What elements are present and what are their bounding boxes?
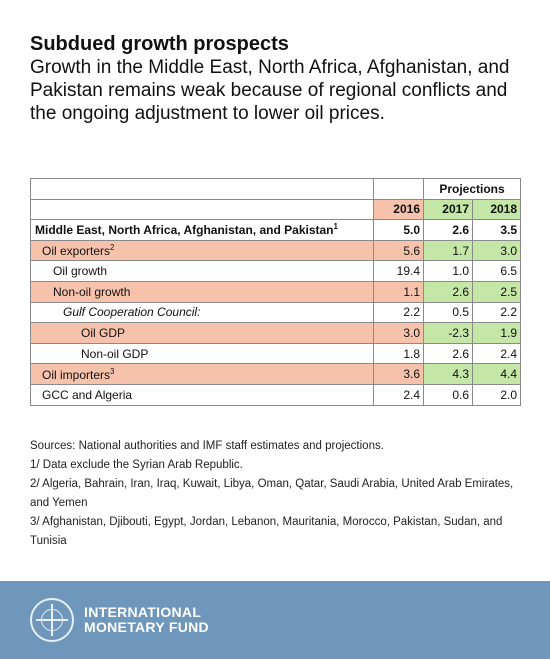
value-2016: 2.2 <box>373 301 424 324</box>
header: Subdued growth prospects Growth in the M… <box>30 32 530 125</box>
sources-note: Sources: National authorities and IMF st… <box>30 440 384 452</box>
footer: INTERNATIONAL MONETARY FUND <box>0 581 550 659</box>
row-label: Non-oil growth <box>30 280 374 303</box>
row-label: Middle East, North Africa, Afghanistan, … <box>30 219 374 241</box>
row-label: Non-oil GDP <box>30 342 374 365</box>
row-label: Gulf Cooperation Council: <box>30 301 374 324</box>
footnote-1: 1/ Data exclude the Syrian Arab Republic… <box>30 459 243 471</box>
value-2017: 4.3 <box>423 363 473 385</box>
year-row-empty-cell <box>30 198 374 221</box>
value-2018: 2.2 <box>471 301 522 324</box>
value-2017: 0.6 <box>423 383 473 406</box>
value-2016: 1.8 <box>373 342 424 365</box>
table-row: Middle East, North Africa, Afghanistan, … <box>30 219 522 241</box>
value-2016: 2.4 <box>373 383 424 406</box>
imf-seal-icon <box>30 598 74 642</box>
value-2018: 2.4 <box>471 342 522 365</box>
value-2018: 3.5 <box>471 219 522 241</box>
value-2016: 19.4 <box>373 260 424 282</box>
table-row: Oil growth 19.4 1.0 6.5 <box>30 260 522 282</box>
value-2016: 5.0 <box>373 219 424 241</box>
org-line-2: MONETARY FUND <box>84 619 209 635</box>
footnote-2: 2/ Algeria, Bahrain, Iran, Iraq, Kuwait,… <box>30 478 514 509</box>
year-row: 2016 2017 2018 <box>30 198 522 221</box>
table-row: GCC and Algeria 2.4 0.6 2.0 <box>30 383 522 406</box>
org-line-1: INTERNATIONAL <box>84 604 202 620</box>
year-2016: 2016 <box>373 198 424 221</box>
table-row: Oil GDP 3.0 -2.3 1.9 <box>30 322 522 344</box>
value-2017: 2.6 <box>423 280 473 303</box>
value-2017: 1.7 <box>423 239 473 262</box>
row-label: Oil growth <box>30 260 374 282</box>
value-2016: 3.6 <box>373 363 424 385</box>
value-2018: 6.5 <box>471 260 522 282</box>
table-row: Non-oil GDP 1.8 2.6 2.4 <box>30 342 522 365</box>
header-empty-cell <box>373 178 424 200</box>
value-2018: 1.9 <box>471 322 522 344</box>
imf-logo-text: INTERNATIONAL MONETARY FUND <box>84 605 209 635</box>
value-2016: 1.1 <box>373 280 424 303</box>
table-header-row: Projections <box>30 178 522 200</box>
value-2016: 3.0 <box>373 322 424 344</box>
value-2017: 0.5 <box>423 301 473 324</box>
page-subtitle: Growth in the Middle East, North Africa,… <box>30 57 510 124</box>
header-empty-cell <box>30 178 374 200</box>
value-2018: 3.0 <box>471 239 522 262</box>
page-title: Subdued growth prospects <box>30 33 289 55</box>
value-2017: 2.6 <box>423 342 473 365</box>
table-row: Oil importers3 3.6 4.3 4.4 <box>30 363 522 385</box>
table-row: Oil exporters2 5.6 1.7 3.0 <box>30 239 522 262</box>
row-label: GCC and Algeria <box>30 383 374 406</box>
growth-table: Projections 2016 2017 2018 Middle East, … <box>30 178 522 406</box>
year-2017: 2017 <box>423 198 473 221</box>
row-label: Oil exporters2 <box>30 239 374 262</box>
projections-label: Projections <box>422 178 522 200</box>
value-2016: 5.6 <box>373 239 424 262</box>
value-2018: 2.0 <box>471 383 522 406</box>
value-2017: 1.0 <box>423 260 473 282</box>
row-label: Oil importers3 <box>30 363 374 385</box>
row-label: Oil GDP <box>30 322 374 344</box>
table-row: Non-oil growth 1.1 2.6 2.5 <box>30 280 522 303</box>
table-row: Gulf Cooperation Council: 2.2 0.5 2.2 <box>30 301 522 324</box>
notes: Sources: National authorities and IMF st… <box>30 437 525 551</box>
value-2017: -2.3 <box>423 322 473 344</box>
value-2018: 4.4 <box>471 363 522 385</box>
footnote-3: 3/ Afghanistan, Djibouti, Egypt, Jordan,… <box>30 516 503 547</box>
year-2018: 2018 <box>471 198 522 221</box>
value-2018: 2.5 <box>471 280 522 303</box>
value-2017: 2.6 <box>423 219 473 241</box>
